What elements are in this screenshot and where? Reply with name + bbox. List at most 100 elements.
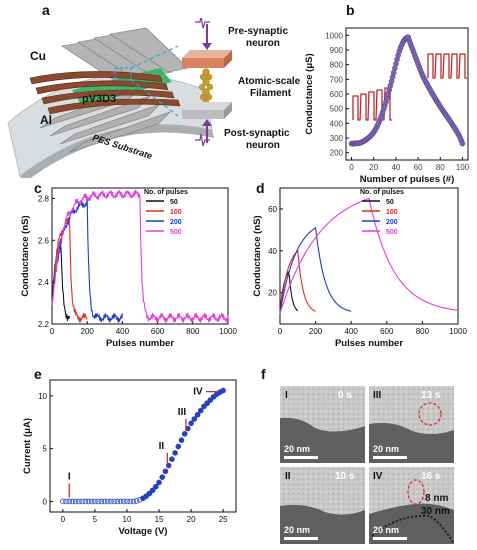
annot-label-I: I: [68, 471, 71, 482]
panel-label-f: f: [261, 366, 266, 382]
y-tick-label: 1000: [325, 31, 343, 40]
panel-label-c: c: [34, 180, 42, 196]
scalebar-4: [373, 537, 407, 540]
x-tick-label: 1000: [449, 327, 467, 336]
data-point: [159, 474, 166, 480]
tem-roman-1: I: [285, 390, 288, 401]
x-tick-label: 60: [414, 163, 423, 172]
filament-outline: [407, 479, 425, 505]
x-tick-label: 200: [309, 327, 323, 336]
series-line-500: [279, 197, 459, 314]
data-point: [108, 498, 114, 505]
data-point: [117, 498, 124, 505]
data-point: [79, 498, 85, 505]
label-filament: Atomic-scale Filament: [238, 76, 301, 99]
synapse-inset: [182, 18, 232, 147]
data-point: [191, 416, 198, 422]
label-pre: Pre-synaptic neuron: [228, 26, 288, 49]
data-point: [69, 498, 76, 505]
x-tick-label: 0: [61, 515, 66, 524]
data-point: [133, 498, 140, 504]
legend-label-50: 50: [386, 199, 394, 206]
x-tick-label: 0: [278, 327, 283, 336]
measure-30nm: 30 nm: [421, 506, 450, 517]
panel-label-b: b: [346, 2, 355, 18]
data-point: [201, 403, 207, 410]
data-point: [188, 420, 194, 427]
series-line-200: [279, 226, 352, 314]
legend-label-100: 100: [386, 209, 398, 216]
panel-label-d: d: [256, 180, 265, 196]
y-tick-label: 300: [330, 134, 344, 143]
bottom-electrodes: [39, 87, 171, 153]
y-axis-label: Current (μA): [22, 418, 33, 474]
x-tick-label: 0: [349, 163, 354, 172]
tem-grid: I 0 s 20 nm III 13 s 20 nm II 10 s 20 nm…: [280, 386, 455, 545]
chart-c: 0 200 400 600 800 1000 2.2 2.4 2.6 2.8 Pulses numb…: [20, 187, 237, 349]
pulse-train-depression: [427, 53, 467, 79]
y-tick-label: 2.2: [38, 320, 50, 329]
label-filament-line2: Filament: [250, 88, 292, 99]
data-point: [114, 498, 121, 505]
data-point: [204, 400, 210, 407]
x-tick-label: 600: [151, 327, 165, 336]
tem-scale-4: 20 nm: [373, 525, 399, 535]
tem-time-3: 10 s: [335, 471, 355, 482]
y-tick-label: 200: [330, 149, 344, 158]
x-tick-label: 40: [391, 163, 400, 172]
legend-label-500: 500: [170, 229, 182, 236]
data-point: [111, 498, 117, 505]
label-post-line1: Post-synaptic: [224, 128, 290, 139]
y-tick-label: 900: [330, 46, 344, 55]
y-tick-label: 700: [330, 75, 344, 84]
y-tick-label: 400: [330, 119, 344, 128]
data-point: [197, 407, 204, 414]
scalebar-3: [284, 537, 318, 540]
data-point: [72, 498, 79, 505]
data-point: [207, 397, 214, 403]
tem-frame-4: [369, 467, 455, 545]
legend-label-200: 200: [386, 219, 398, 226]
data-point: [181, 431, 188, 437]
data-point: [60, 498, 66, 505]
legend-title: No. of pulses: [144, 189, 188, 196]
data-point: [124, 498, 130, 505]
data-point: [66, 498, 73, 505]
data-point: [156, 479, 162, 486]
annot-label-III: III: [178, 407, 187, 418]
tem-time-2: 13 s: [421, 390, 441, 401]
measure-8nm: 8 nm: [425, 493, 448, 504]
y-tick-label: 800: [330, 61, 344, 70]
panel-label-e: e: [34, 366, 42, 382]
data-point: [88, 498, 95, 505]
data-point-depression: [459, 140, 466, 147]
legend-label-500: 500: [386, 229, 398, 236]
x-tick-label: 5: [93, 515, 98, 524]
data-point: [98, 498, 105, 505]
data-point: [92, 498, 98, 505]
tem-roman-3: II: [285, 471, 291, 482]
y-tick-label: 600: [330, 90, 344, 99]
x-tick-label: 100: [456, 163, 470, 172]
tem-scale-2: 20 nm: [373, 444, 399, 454]
label-pre-line2: neuron: [246, 38, 280, 49]
label-post: Post-synaptic neuron: [224, 128, 290, 151]
tem-time-4: 16 s: [421, 471, 441, 482]
annot-label-IV: IV: [193, 387, 203, 398]
data-point: [101, 498, 108, 505]
x-axis-label: Pulses number: [106, 338, 174, 349]
device-schematic: Cu pV3D3 Al PES Substrate Pre-synaptic ne…: [7, 18, 301, 178]
label-cu: Cu: [30, 49, 46, 63]
data-point: [162, 468, 169, 475]
plot-frame: [49, 379, 237, 513]
x-tick-label: 400: [345, 327, 359, 336]
data-point: [82, 498, 89, 505]
y-tick-label: 2.6: [38, 236, 50, 245]
chart-d: 0 200 400 600 800 1000 20 40 60 Pulses number Cond…: [252, 187, 467, 349]
data-point: [169, 456, 175, 462]
tem-roman-4: IV: [373, 471, 383, 482]
data-point: [63, 498, 69, 505]
data-point: [153, 483, 159, 490]
series-line-100: [51, 217, 88, 324]
